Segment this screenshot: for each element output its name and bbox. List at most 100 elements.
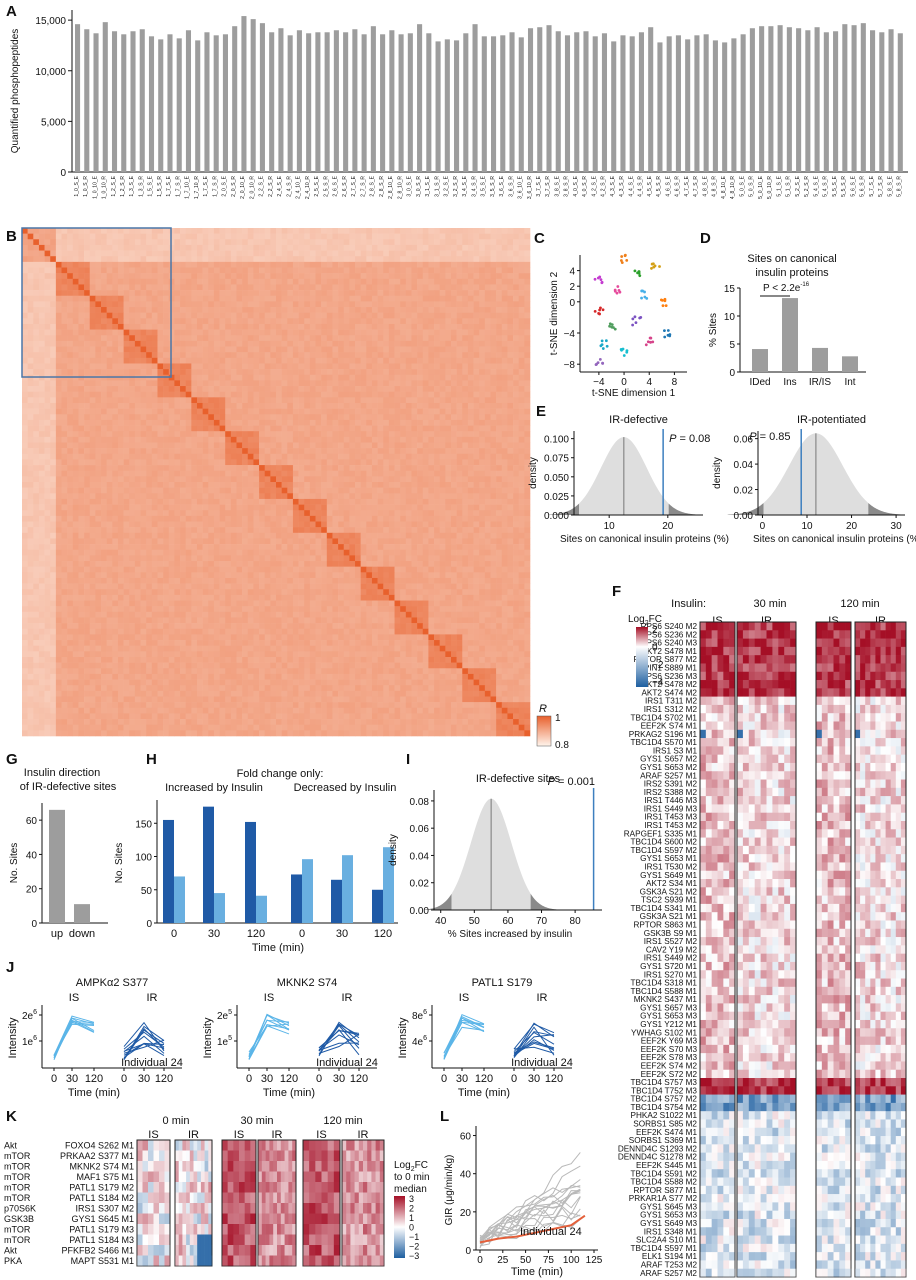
b-cell <box>22 419 28 426</box>
b-cell <box>355 318 361 325</box>
b-cell <box>84 301 91 308</box>
b-cell <box>473 442 480 449</box>
b-cell <box>196 239 203 246</box>
b-cell <box>236 374 243 381</box>
b-cell <box>394 504 401 511</box>
a-category-label: 1_7_S_E <box>203 175 209 196</box>
b-cell <box>304 414 311 421</box>
b-cell <box>27 442 34 449</box>
b-cell <box>117 402 124 409</box>
b-cell <box>338 397 345 404</box>
b-cell <box>208 318 215 325</box>
b-cell <box>33 267 40 274</box>
b-cell <box>208 476 215 483</box>
b-cell <box>33 295 40 302</box>
b-cell <box>264 357 271 364</box>
b-cell <box>101 369 107 376</box>
b-cell <box>61 442 68 449</box>
b-cell <box>129 369 136 376</box>
b-cell <box>259 493 266 500</box>
b-cell <box>422 369 429 376</box>
b-cell <box>484 256 491 263</box>
b-cell <box>292 244 299 251</box>
b-cell <box>338 340 345 347</box>
b-cell <box>112 323 119 330</box>
b-cell <box>496 425 503 432</box>
b-cell <box>202 301 209 308</box>
b-cell <box>309 380 316 387</box>
b-cell <box>417 374 424 381</box>
b-cell <box>281 510 288 517</box>
b-cell <box>55 425 62 432</box>
b-cell <box>450 256 457 263</box>
b-cell <box>445 482 452 488</box>
b-cell <box>304 284 311 291</box>
b-cell <box>196 414 203 421</box>
b-cell <box>450 329 457 336</box>
b-cell <box>349 273 356 280</box>
b-cell <box>61 402 68 409</box>
b-cell <box>78 527 85 534</box>
b-cell <box>67 459 74 466</box>
b-cell <box>349 340 356 347</box>
b-cell <box>202 498 209 505</box>
b-cell <box>61 476 68 483</box>
b-cell <box>422 510 429 517</box>
b-cell <box>287 335 294 342</box>
b-cell <box>473 323 480 330</box>
b-cell <box>129 397 136 404</box>
b-cell <box>123 250 130 257</box>
b-cell <box>490 425 497 432</box>
b-cell <box>377 318 384 325</box>
b-cell <box>264 346 271 353</box>
b-cell <box>78 386 85 392</box>
b-cell <box>281 329 288 336</box>
b-cell <box>117 442 124 449</box>
b-cell <box>106 357 113 364</box>
b-cell <box>326 278 333 285</box>
b-cell <box>185 284 192 291</box>
b-cell <box>50 408 57 415</box>
b-cell <box>400 363 407 370</box>
b-cell <box>134 256 141 263</box>
b-cell <box>38 261 45 268</box>
a-category-label: 4_8_S_E <box>702 175 708 196</box>
b-cell <box>371 465 378 472</box>
b-cell <box>106 284 113 291</box>
b-cell <box>439 425 446 432</box>
b-cell <box>213 323 220 330</box>
b-cell <box>89 363 96 370</box>
b-cell <box>383 504 390 511</box>
b-cell <box>355 425 361 432</box>
b-cell <box>349 386 356 392</box>
b-cell <box>321 482 328 488</box>
b-cell <box>84 380 91 387</box>
b-cell <box>450 239 457 246</box>
b-cell <box>315 261 322 268</box>
b-cell <box>445 329 452 336</box>
b-cell <box>117 307 124 313</box>
b-cell <box>281 414 288 421</box>
b-cell <box>22 482 28 488</box>
b-cell <box>146 290 153 297</box>
b-cell <box>129 391 136 398</box>
b-cell <box>411 346 418 353</box>
b-cell <box>405 510 412 517</box>
b-cell <box>67 448 74 455</box>
a-category-label: 3_8_S_E <box>554 175 560 196</box>
a-category-label: 2_4_S_R <box>286 176 292 197</box>
b-cell <box>180 329 186 336</box>
b-cell <box>298 402 305 409</box>
b-cell <box>84 498 91 505</box>
b-cell <box>151 329 158 336</box>
b-cell <box>513 397 520 404</box>
b-cell <box>236 380 243 387</box>
b-cell <box>456 498 463 505</box>
b-cell <box>27 465 34 472</box>
b-cell <box>484 515 491 522</box>
b-cell <box>513 250 520 257</box>
b-cell <box>27 290 34 297</box>
b-cell <box>343 521 350 528</box>
b-cell <box>479 482 486 488</box>
b-cell <box>264 498 271 505</box>
